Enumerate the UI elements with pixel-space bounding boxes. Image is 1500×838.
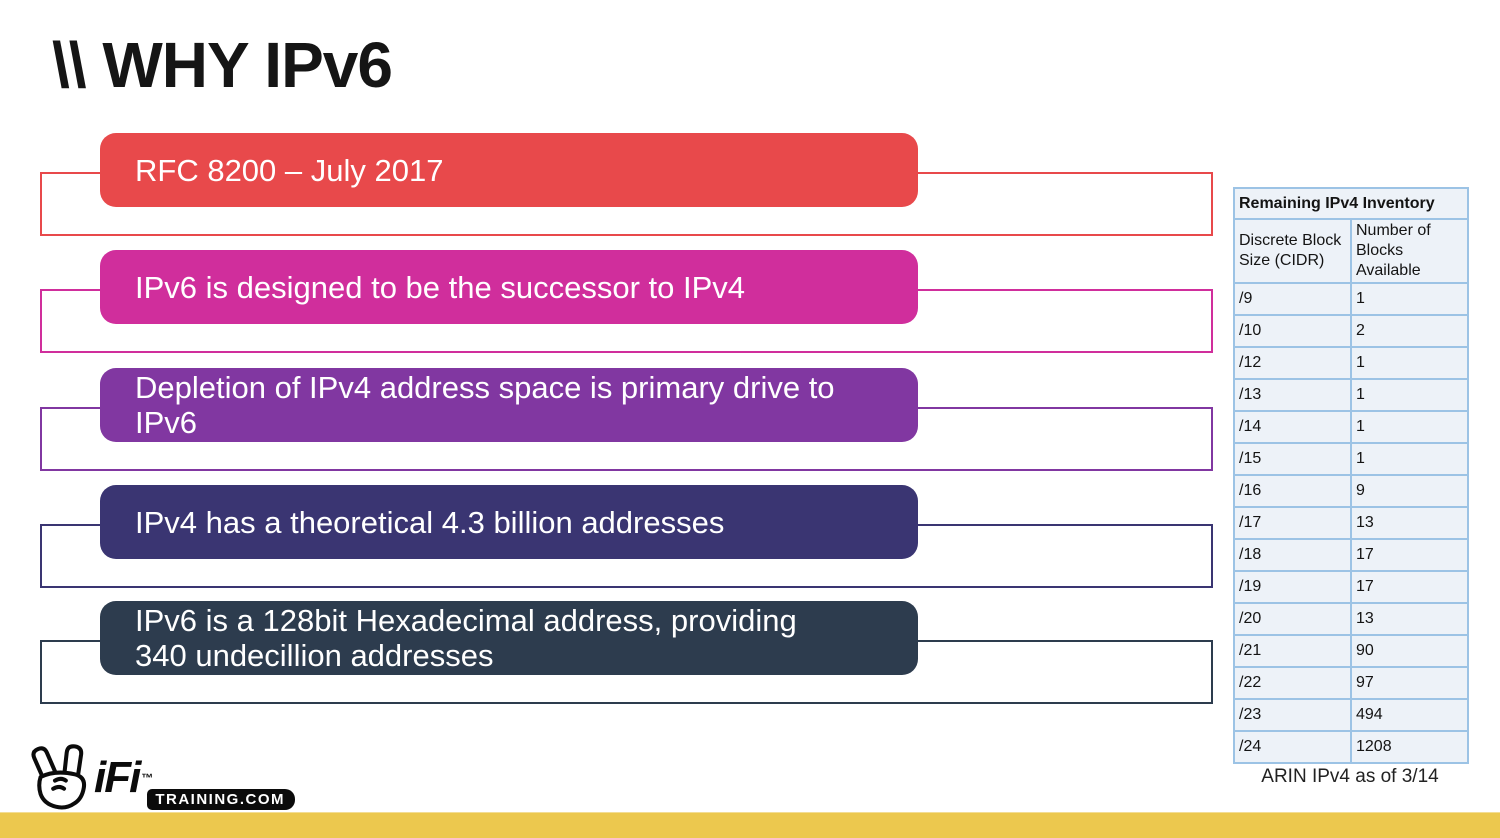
count-cell: 1 (1349, 442, 1470, 476)
cidr-cell: /20 (1233, 602, 1352, 636)
count-cell: 494 (1349, 698, 1470, 732)
banner-item: IPv6 is designed to be the successor to … (40, 250, 1213, 367)
cidr-cell: /23 (1233, 698, 1352, 732)
banner-list: RFC 8200 – July 2017 IPv6 is designed to… (40, 133, 1213, 723)
count-cell: 1 (1349, 346, 1470, 380)
cidr-cell: /19 (1233, 570, 1352, 604)
table-row: /22 97 (1233, 666, 1470, 700)
banner-box: IPv6 is a 128bit Hexadecimal address, pr… (100, 601, 918, 675)
banner-item: IPv4 has a theoretical 4.3 billion addre… (40, 485, 1213, 602)
table-row: /18 17 (1233, 538, 1470, 572)
count-cell: 17 (1349, 538, 1470, 572)
cidr-cell: /14 (1233, 410, 1352, 444)
cidr-cell: /22 (1233, 666, 1352, 700)
banner-text: IPv6 is designed to be the successor to … (135, 269, 746, 305)
banner-box: Depletion of IPv4 address space is prima… (100, 368, 918, 442)
banner-item: Depletion of IPv4 address space is prima… (40, 368, 1213, 485)
table-caption: ARIN IPv4 as of 3/14 (1261, 766, 1439, 787)
table-row: /10 2 (1233, 314, 1470, 348)
count-cell: 9 (1349, 474, 1470, 508)
banner-box: RFC 8200 – July 2017 (100, 133, 918, 207)
banner-text: Depletion of IPv4 address space is prima… (135, 370, 835, 440)
table-title: Remaining IPv4 Inventory (1232, 187, 1470, 220)
count-cell: 90 (1349, 634, 1470, 668)
banner-box: IPv4 has a theoretical 4.3 billion addre… (100, 485, 918, 559)
banner-box: IPv6 is designed to be the successor to … (100, 250, 918, 324)
table-row: /21 90 (1233, 634, 1470, 668)
cidr-cell: /15 (1233, 442, 1352, 476)
count-cell: 13 (1349, 602, 1470, 636)
banner-item: IPv6 is a 128bit Hexadecimal address, pr… (40, 601, 1213, 718)
count-cell: 17 (1349, 570, 1470, 604)
brand-lockup: iFi ™ TRAINING.COM (94, 744, 299, 810)
table-row: /9 1 (1233, 282, 1470, 316)
ipv4-inventory-table: Remaining IPv4 Inventory Discrete Block … (1232, 187, 1470, 764)
count-cell: 13 (1349, 506, 1470, 540)
page-title: \\ WHY IPv6 (52, 29, 393, 101)
count-cell: 1 (1349, 282, 1470, 316)
table-row: /14 1 (1233, 410, 1470, 444)
table-row: /20 13 (1233, 602, 1470, 636)
cidr-cell: /18 (1233, 538, 1352, 572)
cidr-cell: /24 (1233, 730, 1352, 764)
brand-badge: TRAINING.COM (147, 789, 295, 810)
count-cell: 2 (1349, 314, 1470, 348)
cidr-cell: /10 (1233, 314, 1352, 348)
cidr-cell: /12 (1233, 346, 1352, 380)
banner-item: RFC 8200 – July 2017 (40, 133, 1213, 250)
brand-text: iFi (94, 753, 141, 802)
count-cell: 1208 (1349, 730, 1470, 764)
count-cell: 1 (1349, 378, 1470, 412)
table-row: /24 1208 (1233, 730, 1470, 764)
table-row: /13 1 (1233, 378, 1470, 412)
table-row: /23 494 (1233, 698, 1470, 732)
horns-hand-icon (31, 744, 87, 810)
banner-text: IPv4 has a theoretical 4.3 billion addre… (135, 504, 725, 540)
cidr-cell: /21 (1233, 634, 1352, 668)
table-row: /12 1 (1233, 346, 1470, 380)
trademark-symbol: ™ (141, 771, 154, 785)
cidr-cell: /17 (1233, 506, 1352, 540)
cidr-cell: /9 (1233, 282, 1352, 316)
ipv4-inventory-panel: Remaining IPv4 Inventory Discrete Block … (1232, 187, 1470, 788)
column-header-cidr: Discrete Block Size (CIDR) (1233, 218, 1352, 284)
column-header-available: Number of Blocks Available (1349, 218, 1470, 284)
table-row: /16 9 (1233, 474, 1470, 508)
table-row: /15 1 (1233, 442, 1470, 476)
banner-text: IPv6 is a 128bit Hexadecimal address, pr… (135, 603, 797, 673)
count-cell: 97 (1349, 666, 1470, 700)
cidr-cell: /13 (1233, 378, 1352, 412)
table-row: /17 13 (1233, 506, 1470, 540)
footer-accent-bar (0, 812, 1500, 838)
banner-text: RFC 8200 – July 2017 (135, 152, 444, 188)
count-cell: 1 (1349, 410, 1470, 444)
table-row: /19 17 (1233, 570, 1470, 604)
cidr-cell: /16 (1233, 474, 1352, 508)
wifi-training-logo: iFi ™ TRAINING.COM (28, 744, 299, 812)
